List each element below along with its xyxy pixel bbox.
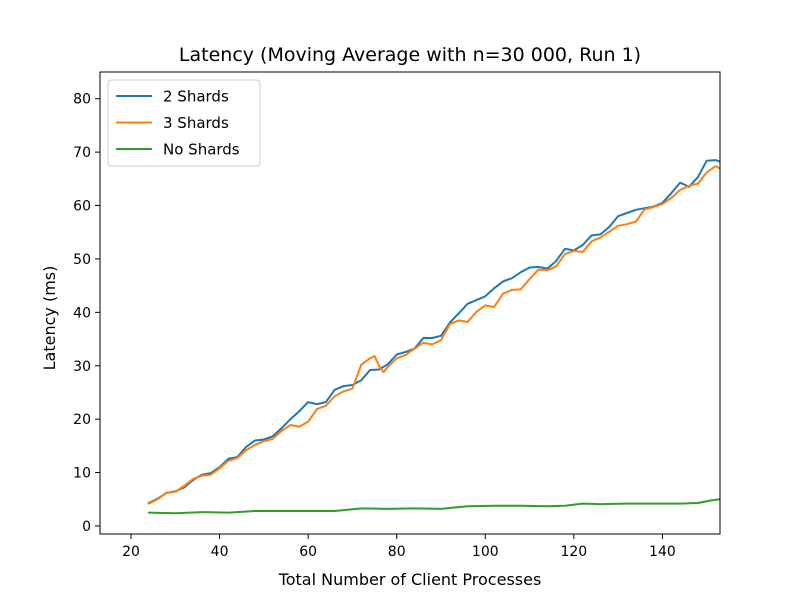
chart-title: Latency (Moving Average with n=30 000, R… [179, 44, 641, 66]
y-tick-label: 50 [73, 252, 91, 268]
plot-frame [99, 71, 721, 535]
legend-label-2: 3 Shards [163, 114, 229, 132]
x-tick-label: 140 [649, 544, 676, 560]
legend-box [107, 79, 261, 167]
y-tick-label: 60 [73, 199, 91, 215]
x-tick-label: 60 [299, 544, 317, 560]
x-tick-label: 20 [122, 544, 140, 560]
y-tick-label: 20 [73, 412, 91, 428]
y-axis-label: Latency (ms) [40, 266, 59, 371]
y-tick-label: 40 [73, 305, 91, 321]
x-tick-label: 80 [388, 544, 406, 560]
y-tick-label: 10 [73, 466, 91, 482]
x-axis-label: Total Number of Client Processes [278, 570, 542, 589]
legend-label-1: 2 Shards [163, 88, 229, 106]
y-tick-label: 0 [82, 519, 91, 535]
series-line-2 [147, 165, 720, 505]
series-line-1 [147, 159, 720, 504]
y-tick-label: 30 [73, 359, 91, 375]
legend: 2 Shards 3 Shards No Shards [107, 79, 261, 167]
legend-label-3: No Shards [163, 141, 240, 159]
x-tick-label: 120 [560, 544, 587, 560]
x-tick-label: 40 [211, 544, 229, 560]
y-tick-label: 70 [73, 145, 91, 161]
ticks-layer: 20 40 60 80 100 120 140 0 10 20 30 40 50 60 70 80 [73, 92, 676, 560]
series-line-3 [147, 498, 720, 515]
y-tick-label: 80 [73, 92, 91, 108]
x-tick-label: 100 [472, 544, 499, 560]
series-layer [147, 159, 720, 515]
